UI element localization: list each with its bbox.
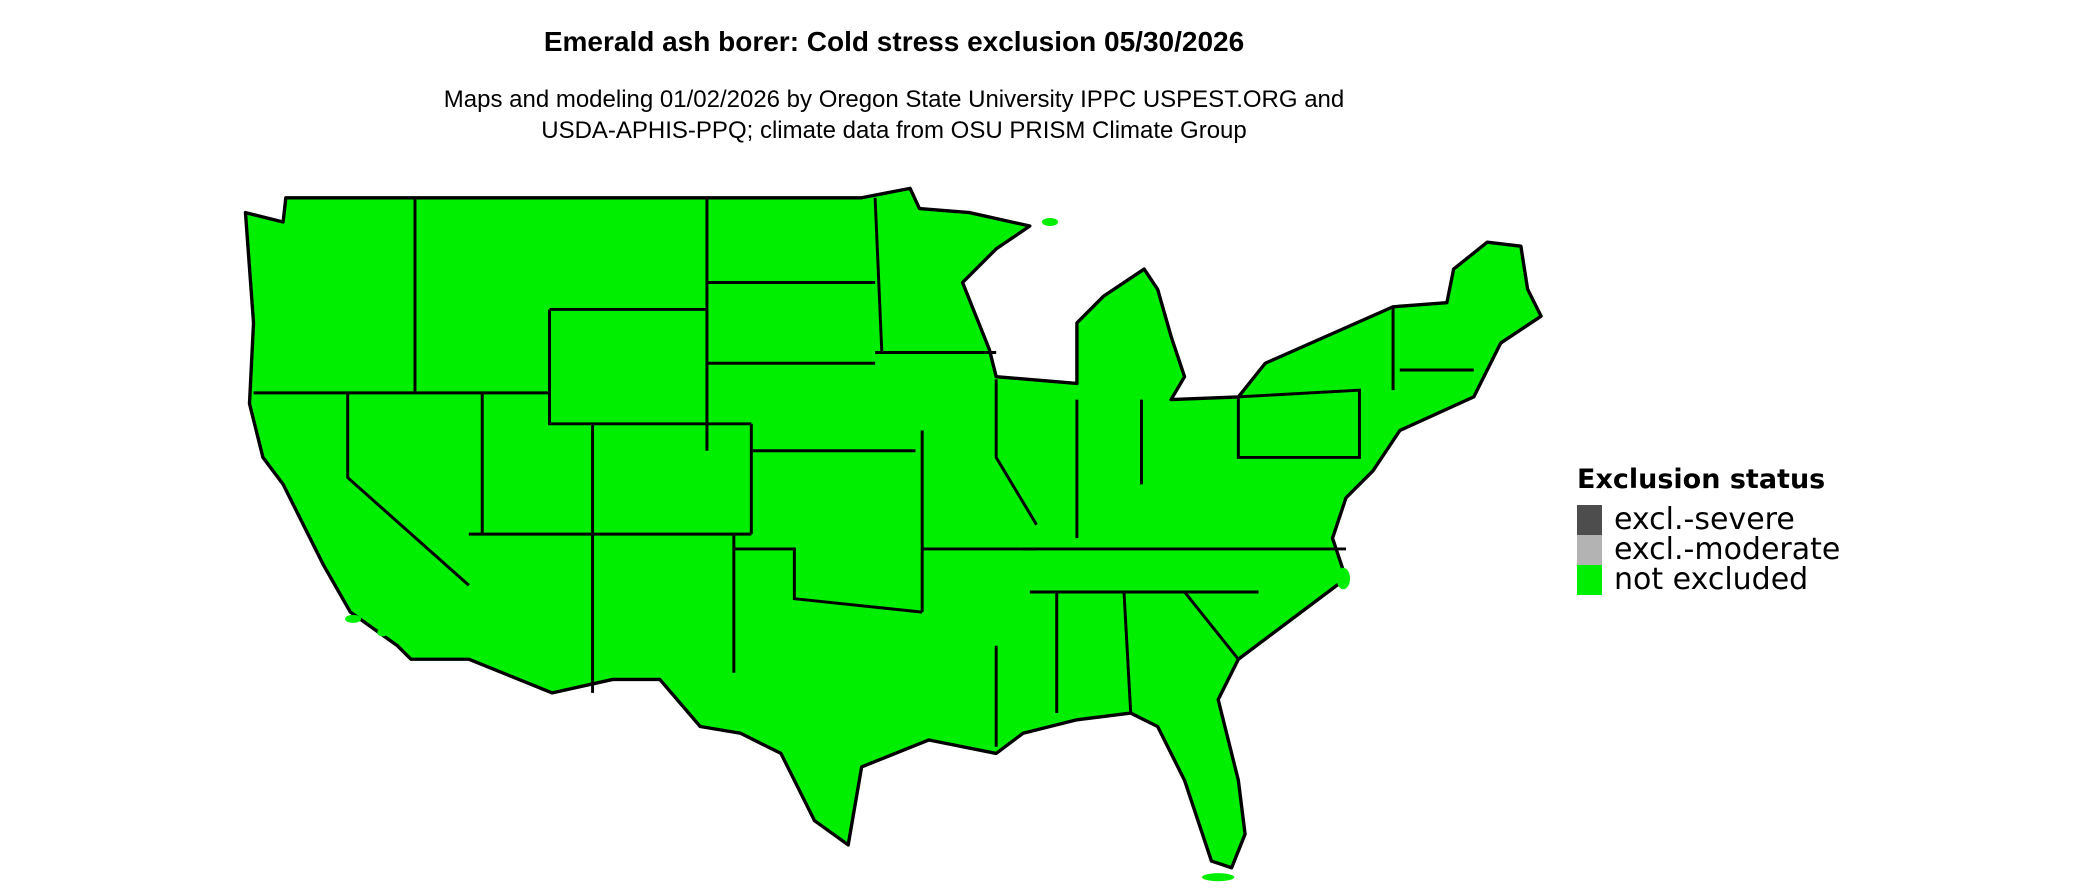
legend-swatch: [1577, 535, 1602, 565]
map-subtitle: Maps and modeling 01/02/2026 by Oregon S…: [0, 84, 1788, 146]
us-outline: [243, 186, 1543, 870]
islands: [345, 217, 1351, 882]
legend-label: excl.-severe: [1614, 502, 1795, 537]
legend-item-not-excluded: not excluded: [1577, 565, 1840, 595]
legend-label: excl.-moderate: [1614, 532, 1841, 567]
state-border: [1236, 388, 1361, 459]
state-border: [1183, 591, 1240, 661]
legend-item-moderate: excl.-moderate: [1577, 535, 1840, 565]
legend-label: not excluded: [1614, 562, 1809, 597]
legend-title: Exclusion status: [1577, 464, 1826, 495]
state-border: [548, 309, 752, 426]
map-title: Emerald ash borer: Cold stress exclusion…: [543, 26, 1245, 57]
state-border: [733, 547, 923, 614]
subtitle-line-2: USDA-APHIS-PPQ; climate data from OSU PR…: [541, 117, 1247, 144]
state-border: [1122, 591, 1133, 714]
legend-swatch: [1577, 565, 1602, 595]
state-borders: [253, 197, 1474, 747]
state-border: [994, 379, 1038, 526]
legend-item-severe: excl.-severe: [1577, 505, 1840, 535]
subtitle-line-1: Maps and modeling 01/02/2026 by Oregon S…: [443, 86, 1345, 113]
legend-swatch: [1577, 505, 1602, 535]
state-border: [346, 392, 470, 587]
legend: Exclusion status excl.-severe excl.-mode…: [1577, 464, 1840, 595]
state-border: [873, 197, 884, 353]
